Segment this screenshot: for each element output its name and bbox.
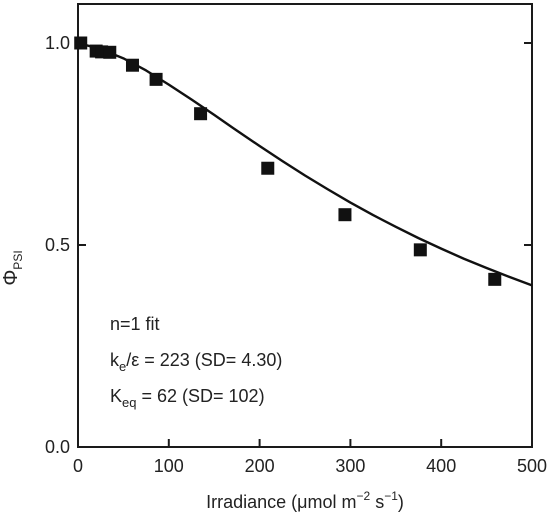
y-tick-label: 1.0 xyxy=(45,33,70,53)
x-tick-label: 300 xyxy=(335,456,365,476)
data-point xyxy=(488,272,502,286)
annotation-fit-model: n=1 fit xyxy=(110,314,160,334)
x-tick-label: 200 xyxy=(245,456,275,476)
data-point xyxy=(261,161,275,175)
data-point xyxy=(338,208,352,222)
x-axis-title: Irradiance (μmol m−2 s−1) xyxy=(206,489,404,512)
x-tick-label: 500 xyxy=(517,456,547,476)
fit-curve xyxy=(77,41,533,287)
x-tick-label: 0 xyxy=(73,456,83,476)
x-tick-label: 100 xyxy=(154,456,184,476)
data-point xyxy=(74,36,88,50)
annotation-ke-eps: ke/ε = 223 (SD= 4.30) xyxy=(110,350,282,374)
x-axis-ticks: 0 100 200 300 400 500 xyxy=(73,439,547,476)
y-axis-title: ΦPSI xyxy=(0,250,25,285)
x-tick-label: 400 xyxy=(426,456,456,476)
data-point xyxy=(103,45,117,59)
data-point xyxy=(413,243,427,257)
y-tick-label: 0.0 xyxy=(45,437,70,457)
data-point xyxy=(149,72,163,86)
data-point xyxy=(194,107,208,121)
annotation-keq: Keq = 62 (SD= 102) xyxy=(110,386,265,410)
plot-frame xyxy=(77,3,533,448)
y-tick-label: 0.5 xyxy=(45,235,70,255)
data-points xyxy=(74,36,502,286)
fit-curve-layer xyxy=(77,41,533,287)
data-point xyxy=(125,58,139,72)
